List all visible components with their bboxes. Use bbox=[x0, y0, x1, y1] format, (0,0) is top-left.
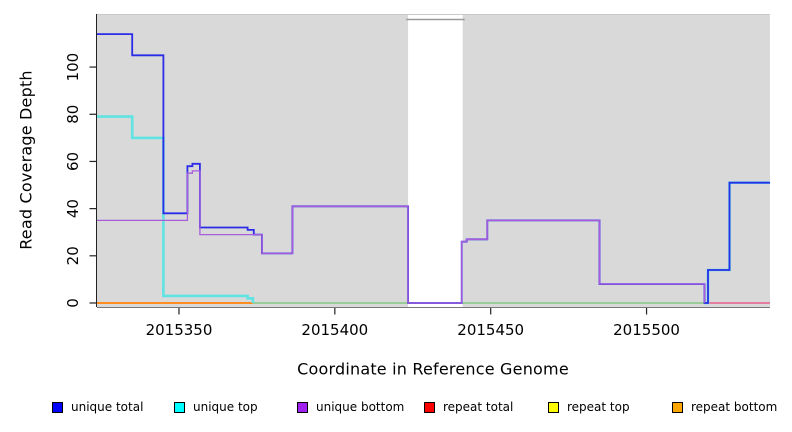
x-axis-tick-label: 2015450 bbox=[457, 321, 524, 339]
legend-label: repeat total bbox=[443, 400, 514, 414]
legend-swatch bbox=[52, 402, 63, 413]
x-axis-title: Coordinate in Reference Genome bbox=[297, 359, 569, 379]
x-axis-tick-label: 2015350 bbox=[146, 321, 213, 339]
legend-item-unique-top: unique top bbox=[174, 401, 258, 414]
y-axis-tick-label: 0 bbox=[64, 298, 82, 308]
legend-label: repeat bottom bbox=[691, 400, 778, 414]
y-axis-tick-label: 60 bbox=[64, 152, 82, 171]
y-axis-tick-label: 40 bbox=[64, 199, 82, 218]
legend-swatch bbox=[174, 402, 185, 413]
legend-label: repeat top bbox=[567, 400, 630, 414]
y-axis-tick-label: 20 bbox=[64, 246, 82, 265]
y-axis-title: Read Coverage Depth bbox=[16, 70, 36, 250]
legend-label: unique total bbox=[71, 400, 144, 414]
y-axis-tick-label: 80 bbox=[64, 105, 82, 124]
legend-label: unique bottom bbox=[316, 400, 405, 414]
series-line-unique-bottom bbox=[97, 170, 706, 304]
legend-item-repeat-top: repeat top bbox=[548, 401, 630, 414]
x-axis-tick-label: 2015400 bbox=[301, 321, 368, 339]
legend-swatch bbox=[548, 402, 559, 413]
legend-swatch bbox=[672, 402, 683, 413]
legend-label: unique top bbox=[193, 400, 258, 414]
legend-swatch bbox=[297, 402, 308, 413]
series-line-unique-top bbox=[97, 115, 255, 303]
legend-item-unique-total: unique total bbox=[52, 401, 143, 414]
y-axis-tick-label: 100 bbox=[64, 53, 82, 82]
legend-item-repeat-total: repeat total bbox=[424, 401, 513, 414]
legend-swatch bbox=[424, 402, 435, 413]
masked-gap-region bbox=[408, 14, 463, 307]
x-axis-tick-label: 2015500 bbox=[613, 321, 680, 339]
legend-item-repeat-bottom: repeat bottom bbox=[672, 401, 777, 414]
legend-item-unique-bottom: unique bottom bbox=[297, 401, 404, 414]
